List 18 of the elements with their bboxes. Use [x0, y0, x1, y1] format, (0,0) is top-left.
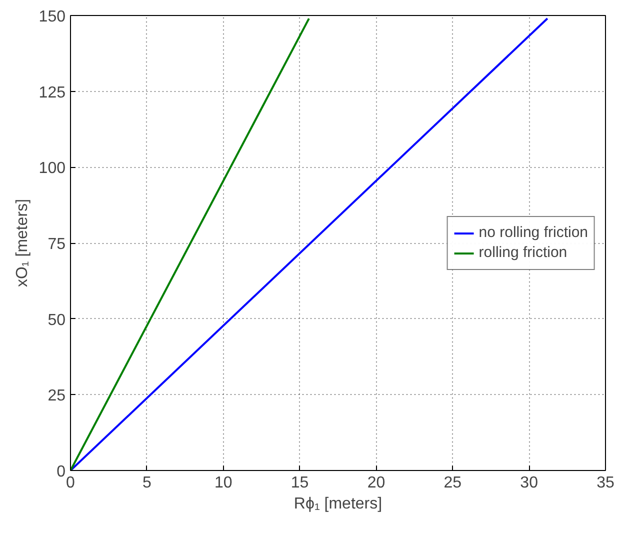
y-tick-label: 125	[38, 84, 66, 102]
x-tick-label: 10	[214, 474, 232, 492]
y-tick-label: 150	[38, 8, 66, 26]
y-tick-label: 0	[56, 464, 66, 480]
y-tick-label: 50	[48, 312, 66, 329]
legend-label: rolling friction	[478, 244, 568, 261]
x-tick-label: 5	[142, 474, 152, 492]
y-tick-label: 75	[48, 236, 66, 253]
y-axis-title: xO₁ [meters]	[14, 198, 31, 288]
x-tick-label: 30	[520, 474, 538, 492]
x-tick-label: 20	[367, 474, 386, 492]
x-tick-label: 25	[444, 474, 462, 492]
x-tick-label: 35	[596, 474, 614, 492]
x-axis-title: Rϕ₁ [meters]	[294, 496, 382, 512]
y-tick-label: 25	[48, 388, 66, 405]
x-tick-label: 15	[290, 474, 309, 492]
legend-label: no rolling friction	[478, 224, 588, 241]
y-tick-label: 100	[38, 160, 66, 178]
